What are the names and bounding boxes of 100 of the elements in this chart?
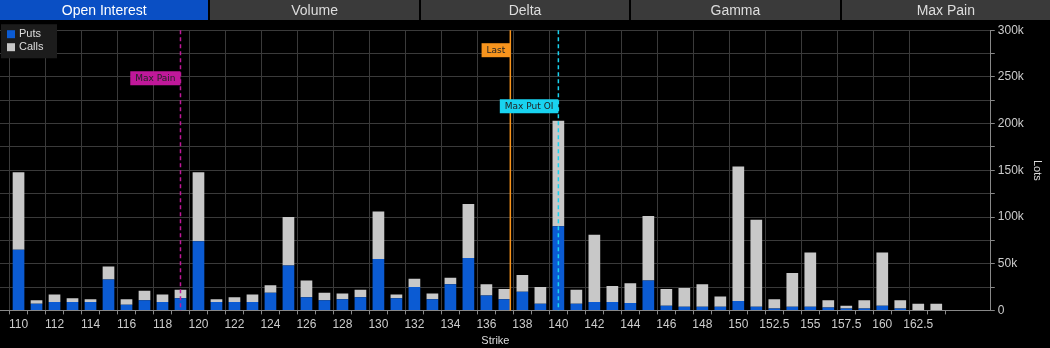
bar	[156, 301, 169, 310]
annotation: Last	[486, 44, 506, 55]
bar	[534, 287, 547, 304]
bar	[786, 306, 799, 310]
bar	[732, 301, 745, 310]
x-tick-label: 112	[44, 316, 65, 331]
bar	[228, 297, 241, 302]
bar	[282, 217, 295, 266]
bar	[822, 300, 835, 308]
x-tick-label: 136	[476, 316, 497, 331]
bar	[678, 306, 691, 310]
bar	[102, 279, 115, 310]
bar	[48, 301, 61, 310]
y-tick-label: 300k	[997, 22, 1025, 37]
bar	[120, 304, 133, 310]
bar	[642, 280, 655, 310]
bar	[84, 299, 97, 302]
bar	[102, 266, 115, 280]
bar	[12, 172, 25, 250]
bar	[408, 287, 421, 310]
bar	[192, 241, 205, 310]
x-tick-label: 150	[728, 316, 749, 331]
y-tick-label: 150k	[997, 162, 1025, 177]
bar	[516, 274, 529, 292]
x-tick-label: 116	[116, 316, 137, 331]
x-tick-label: 146	[656, 316, 677, 331]
bar	[30, 300, 43, 304]
x-tick-label: 140	[548, 316, 569, 331]
bar	[750, 219, 763, 307]
y-tick-label: 100k	[997, 209, 1025, 224]
bar	[498, 299, 511, 310]
bar	[372, 211, 385, 260]
bar	[876, 305, 889, 310]
bar	[678, 287, 691, 307]
x-tick-label: 134	[440, 316, 461, 331]
x-tick-label: 122	[224, 316, 245, 331]
x-tick-label: 142	[584, 316, 605, 331]
x-tick-label: 110	[8, 316, 29, 331]
bar	[66, 298, 79, 302]
x-tick-label: 132	[404, 316, 425, 331]
bar	[660, 288, 673, 306]
x-tick-label: 144	[620, 316, 641, 331]
bar	[192, 172, 205, 242]
y-tick-label: 200k	[997, 115, 1025, 130]
x-tick-label: 155	[800, 316, 821, 331]
bar	[264, 292, 277, 310]
text: Max Pain	[841, 0, 1050, 20]
x-tick-label: 120	[188, 316, 209, 331]
bar	[264, 285, 277, 293]
y-tick-label: 0	[997, 302, 1005, 317]
bar	[696, 284, 709, 307]
ref-line-label: Max Put OI	[504, 100, 554, 111]
bar	[570, 289, 583, 304]
bar	[624, 283, 637, 303]
bar	[228, 301, 241, 310]
y-axis-title: Lots	[1032, 159, 1045, 182]
x-tick-label: 126	[296, 316, 317, 331]
bar	[750, 306, 763, 310]
bar	[768, 299, 781, 309]
bar	[696, 306, 709, 310]
bar	[588, 301, 601, 310]
x-tick-label: 114	[80, 316, 101, 331]
bar	[516, 291, 529, 310]
bar	[174, 298, 187, 310]
bar	[732, 166, 745, 302]
x-tick-label: 138	[512, 316, 533, 331]
x-tick-label: 118	[152, 316, 173, 331]
bar	[930, 303, 943, 310]
x-tick-label: 124	[260, 316, 281, 331]
bar	[480, 284, 493, 296]
bar	[354, 297, 367, 310]
bar	[246, 301, 259, 310]
bar	[120, 299, 133, 305]
bar	[282, 265, 295, 310]
x-tick-label: 148	[692, 316, 713, 331]
bar	[606, 286, 619, 302]
bar	[570, 303, 583, 310]
bar	[534, 303, 547, 310]
x-tick-label: 130	[368, 316, 389, 331]
bar	[804, 252, 817, 307]
bar	[138, 290, 151, 301]
bar	[372, 259, 385, 310]
bar	[642, 216, 655, 281]
x-tick-label: 157.5	[831, 316, 862, 331]
bar	[300, 297, 313, 310]
x-tick-label: 160	[872, 316, 893, 331]
bar	[138, 300, 151, 310]
bar	[210, 299, 223, 302]
bar	[714, 296, 727, 307]
x-tick-label: 128	[332, 316, 353, 331]
bar	[912, 303, 925, 310]
text: Open Interest	[0, 0, 209, 20]
bar	[444, 284, 457, 310]
bar	[480, 295, 493, 310]
bar	[624, 302, 637, 310]
x-tick-label: 162.5	[903, 316, 934, 331]
bar	[876, 252, 889, 306]
bar	[462, 258, 475, 310]
bar	[660, 305, 673, 310]
x-axis-title: Strike	[481, 334, 510, 347]
